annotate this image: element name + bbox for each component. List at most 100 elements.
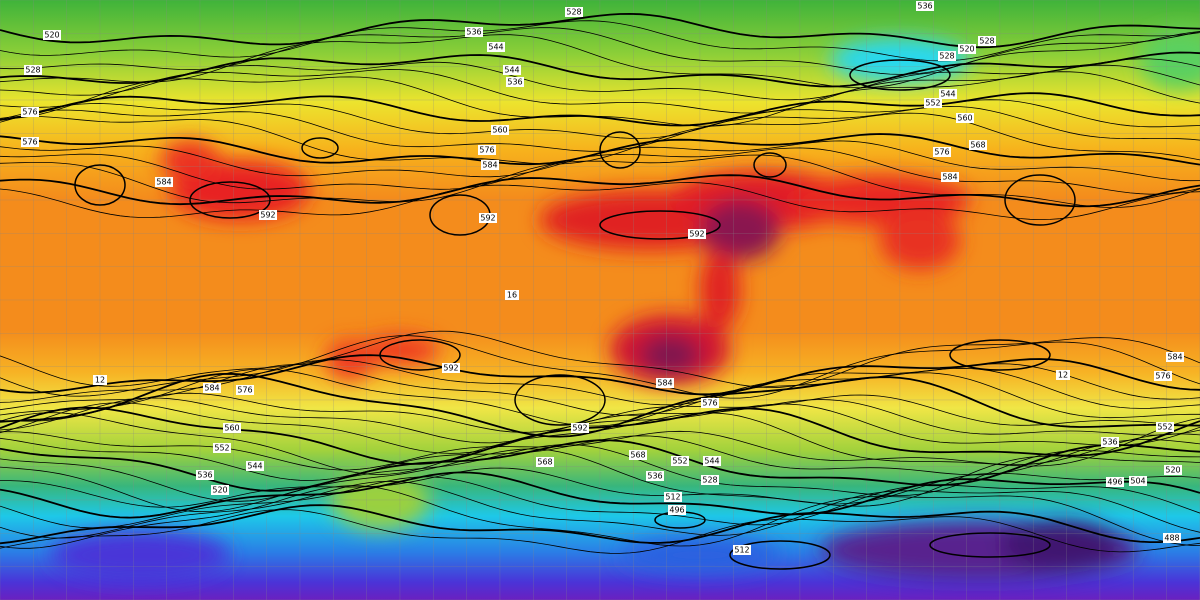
contour-loop (189, 181, 271, 219)
contour-loop (599, 131, 641, 169)
contour-line (0, 64, 1200, 114)
contour-label: 536 (507, 78, 522, 87)
contour-label: 592 (480, 214, 495, 223)
contour-loop (514, 374, 606, 426)
contour-label: 528 (702, 476, 717, 485)
contour-loop (729, 540, 831, 570)
contour-label: 536 (197, 471, 212, 480)
contour-line (0, 368, 1200, 427)
contour-label: 544 (704, 457, 719, 466)
contour-line (0, 406, 1200, 465)
contour-label: 520 (44, 31, 59, 40)
contour-line (0, 31, 1200, 89)
contour-label: 560 (957, 114, 972, 123)
contour-label: 552 (925, 99, 940, 108)
contour-label: 576 (1155, 372, 1170, 381)
contour-label: 528 (25, 66, 40, 75)
contour-label: 520 (959, 45, 974, 54)
contour-line (0, 509, 1200, 554)
contour-label: 592 (443, 364, 458, 373)
contour-label: 496 (1107, 478, 1122, 487)
contour-line (0, 154, 1200, 208)
contour-label: 544 (504, 66, 519, 75)
contour-label: 536 (917, 2, 932, 11)
contour-label: 488 (1164, 534, 1179, 543)
contour-line (0, 58, 1200, 101)
contour-loop (753, 152, 787, 178)
contour-label: 512 (665, 493, 680, 502)
contour-label: 568 (537, 458, 552, 467)
contour-label: 504 (1130, 477, 1145, 486)
contour-label: 528 (566, 8, 581, 17)
contour-label: 584 (482, 161, 497, 170)
contour-loop (599, 210, 721, 240)
contour-label: 544 (940, 90, 955, 99)
contour-label: 520 (1165, 466, 1180, 475)
contour-label: 592 (260, 211, 275, 220)
contour-line (0, 448, 1200, 513)
contour-label: 552 (1157, 423, 1172, 432)
contour-label: 592 (689, 230, 704, 239)
contour-line (0, 430, 1200, 471)
contour-loop (301, 137, 339, 159)
contour-line (0, 147, 1200, 195)
contour-line (0, 330, 1200, 389)
contour-label: 560 (492, 126, 507, 135)
contour-line (0, 480, 1200, 539)
contour-loop (379, 339, 461, 371)
contour-label: 536 (647, 472, 662, 481)
contour-line (0, 182, 1200, 221)
contour-label: 536 (1102, 438, 1117, 447)
contours (0, 12, 1200, 570)
contour-label: 584 (156, 178, 171, 187)
contour-label: 576 (237, 386, 252, 395)
contour-label: 16 (507, 291, 517, 300)
contour-label: 12 (95, 376, 105, 385)
contour-label: 584 (1167, 353, 1182, 362)
contour-label: 12 (1058, 371, 1068, 380)
contour-label: 576 (479, 146, 494, 155)
contour-line (0, 27, 1200, 75)
contour-label: 584 (657, 379, 672, 388)
contour-line (0, 335, 1200, 399)
contour-line (0, 174, 1200, 208)
contour-label: 576 (22, 138, 37, 147)
contour-line (0, 485, 1200, 549)
contour-label: 584 (942, 173, 957, 182)
contour-label: 592 (572, 424, 587, 433)
contour-label: 552 (672, 457, 687, 466)
contour-line (0, 99, 1200, 139)
contour-label: 560 (224, 424, 239, 433)
contour-label: 528 (939, 52, 954, 61)
contour-loop (929, 532, 1051, 558)
contour-label: 576 (702, 399, 717, 408)
contour-line (0, 20, 1200, 62)
contour-label: 584 (204, 384, 219, 393)
contour-label: 568 (630, 451, 645, 460)
contour-label: 520 (212, 486, 227, 495)
contour-line (0, 402, 1200, 454)
contour-label: 552 (214, 444, 229, 453)
contour-label: 576 (934, 148, 949, 157)
contour-line (0, 397, 1200, 444)
contour-label: 576 (22, 108, 37, 117)
contour-line (0, 363, 1200, 416)
contour-label: 536 (466, 28, 481, 37)
contour-label: 496 (669, 506, 684, 515)
contour-loop (949, 339, 1051, 371)
contour-loop (74, 164, 126, 206)
contour-label: 512 (734, 546, 749, 555)
contour-label: 568 (970, 141, 985, 150)
contour-line (0, 504, 1200, 545)
contour-line (0, 359, 1200, 406)
contour-line (0, 92, 1200, 127)
contour-label: 544 (488, 43, 503, 52)
contour-line (0, 471, 1200, 519)
contour-loop (1004, 174, 1076, 226)
contour-line (0, 476, 1200, 529)
contour-line (0, 467, 1200, 508)
contour-line (0, 444, 1200, 502)
contour-labels: 520 528 528 536 536 544 544 536 528 520 … (21, 1, 1184, 555)
